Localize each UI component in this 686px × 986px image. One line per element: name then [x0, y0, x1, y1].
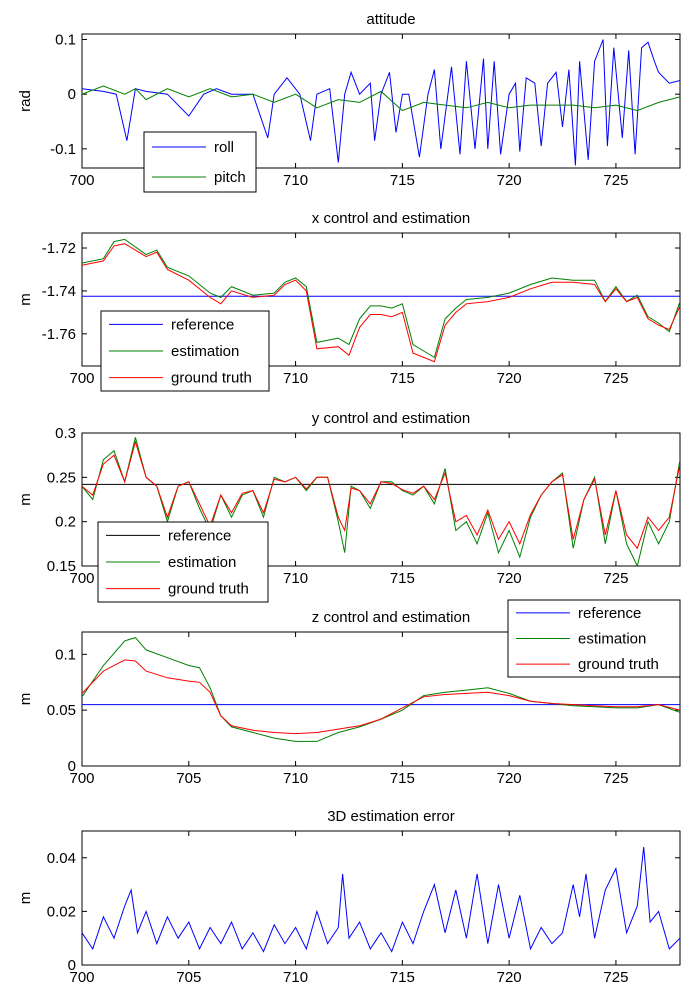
series-group — [82, 847, 680, 953]
x-tick-label: 700 — [69, 770, 94, 787]
x-tick-label: 715 — [390, 969, 415, 986]
y-tick-label: 0.3 — [55, 425, 76, 442]
series-group — [82, 637, 680, 742]
series-line-ground-truth — [82, 440, 680, 550]
series-group — [82, 238, 680, 363]
legend-box — [143, 131, 257, 193]
legend-label: reference — [168, 527, 231, 544]
legend-label: estimation — [168, 554, 236, 571]
y-axis-label: rad — [17, 90, 34, 112]
y-axis-label: m — [17, 293, 34, 306]
x-tick-label: 710 — [283, 172, 308, 189]
y-tick-label: 0.1 — [55, 31, 76, 48]
legend-label: reference — [171, 316, 234, 333]
legend-label: reference — [578, 605, 641, 622]
x-tick-label: 715 — [390, 172, 415, 189]
legend-label: ground truth — [171, 370, 252, 387]
x-tick-label: 725 — [603, 370, 628, 387]
y-tick-label: 0 — [68, 758, 76, 775]
x-tick-label: 715 — [390, 770, 415, 787]
panel-1: attitude rad 700 710 715 720 725 0.1 0 -0.1 roll pi… — [17, 11, 681, 193]
legend-label: ground truth — [168, 581, 249, 598]
x-tick-label: 700 — [69, 570, 94, 587]
series-line-ground-truth — [82, 659, 680, 735]
series-line-pitch — [82, 85, 680, 112]
y-tick-label: 0 — [68, 957, 76, 974]
x-tick-label: 700 — [69, 172, 94, 189]
x-tick-label: 720 — [497, 570, 522, 587]
x-tick-label: 710 — [283, 370, 308, 387]
legend-label: ground truth — [578, 656, 659, 673]
y-tick-label: 0.2 — [55, 514, 76, 531]
panel-4: z control and estimation m 700 705 710 715 720… — [17, 599, 681, 787]
y-tick-label: -1.76 — [42, 326, 76, 343]
y-tick-label: 0.04 — [47, 850, 76, 867]
y-tick-label: 0.02 — [47, 903, 76, 920]
y-tick-label: -1.74 — [42, 283, 76, 300]
y-axis-label: m — [17, 693, 34, 706]
plot-area — [81, 830, 681, 966]
y-axis-label: m — [17, 892, 34, 905]
y-axis-label: m — [17, 493, 34, 506]
series-group — [82, 39, 680, 166]
x-tick-label: 720 — [497, 370, 522, 387]
panel-3: y control and estimation m 700 710 715 720 725… — [17, 410, 681, 603]
y-tick-label: -1.72 — [42, 240, 76, 257]
x-tick-label: 720 — [497, 969, 522, 986]
y-tick-label: 0.05 — [47, 702, 76, 719]
legend: reference estimation ground truth — [100, 310, 270, 392]
x-tick-label: 710 — [283, 770, 308, 787]
legend-label: pitch — [214, 169, 246, 186]
x-tick-label: 705 — [176, 969, 201, 986]
x-tick-label: 725 — [603, 570, 628, 587]
panel-2: x control and estimation m 700 710 715 720 725… — [17, 210, 681, 392]
legend: roll pitch — [143, 131, 257, 193]
x-tick-label: 720 — [497, 172, 522, 189]
chart-title: y control and estimation — [312, 410, 470, 427]
y-tick-label: 0.25 — [47, 469, 76, 486]
x-tick-label: 705 — [176, 770, 201, 787]
x-tick-label: 725 — [603, 770, 628, 787]
legend-label: estimation — [171, 343, 239, 360]
y-tick-label: 0.15 — [47, 558, 76, 575]
chart-title: attitude — [366, 11, 415, 28]
legend-label: estimation — [578, 631, 646, 648]
legend: reference estimation ground truth — [507, 599, 681, 678]
x-tick-label: 700 — [69, 370, 94, 387]
series-line-roll — [82, 39, 680, 166]
y-tick-label: -0.1 — [50, 141, 76, 158]
series-line-estimation — [82, 637, 680, 742]
x-tick-label: 725 — [603, 969, 628, 986]
chart-title: z control and estimation — [312, 609, 470, 626]
legend-label: roll — [214, 139, 234, 156]
panel-5: 3D estimation error m 700 705 710 715 720 725 0.… — [17, 808, 681, 986]
y-tick-label: 0.1 — [55, 646, 76, 663]
series-line-error — [82, 847, 680, 953]
x-tick-label: 715 — [390, 570, 415, 587]
series-group — [82, 437, 680, 566]
x-tick-label: 700 — [69, 969, 94, 986]
series-line-ground-truth — [82, 243, 680, 363]
chart-title: 3D estimation error — [327, 808, 455, 825]
x-tick-label: 710 — [283, 969, 308, 986]
x-tick-label: 725 — [603, 172, 628, 189]
chart-title: x control and estimation — [312, 210, 470, 227]
y-tick-label: 0 — [68, 86, 76, 103]
x-tick-label: 710 — [283, 570, 308, 587]
legend: reference estimation ground truth — [97, 521, 269, 603]
x-tick-label: 720 — [497, 770, 522, 787]
x-tick-label: 715 — [390, 370, 415, 387]
